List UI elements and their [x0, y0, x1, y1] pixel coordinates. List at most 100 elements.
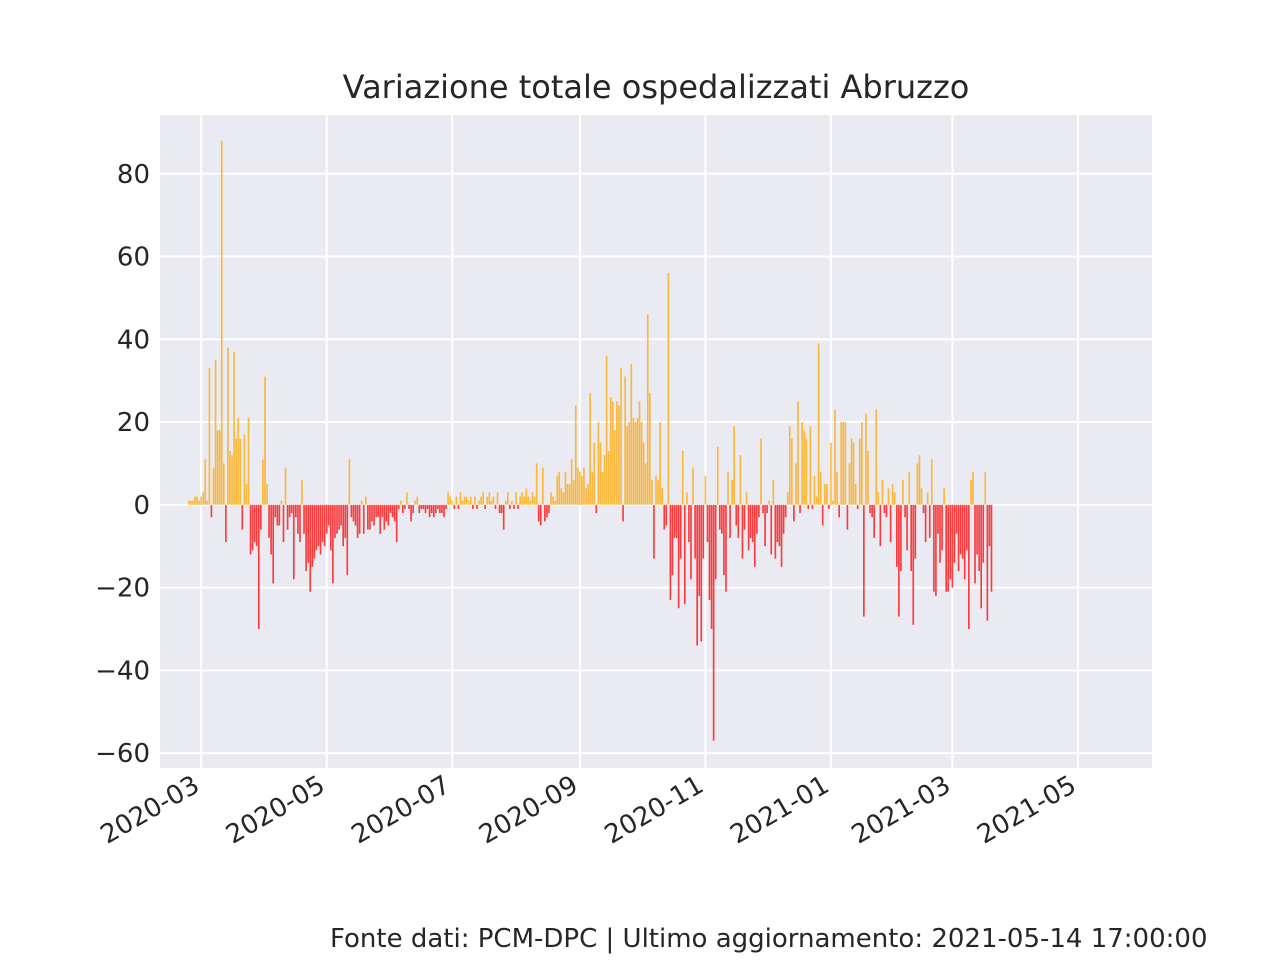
bar: [474, 496, 476, 505]
y-tick-label: 40: [117, 325, 150, 355]
bar: [385, 504, 388, 522]
bar: [262, 459, 264, 505]
bar: [700, 504, 703, 642]
bar: [410, 504, 412, 522]
bar: [620, 368, 622, 505]
bar: [463, 496, 466, 505]
bar: [988, 504, 991, 547]
bar: [286, 504, 289, 530]
bar: [920, 488, 923, 505]
bar: [535, 463, 538, 505]
bar: [354, 504, 357, 526]
bar: [844, 422, 847, 505]
bar: [828, 504, 830, 509]
bar: [439, 504, 441, 514]
bar: [406, 492, 408, 505]
bar: [373, 504, 375, 526]
bar: [469, 496, 472, 505]
bar: [325, 504, 328, 534]
bar: [838, 504, 840, 518]
bar: [387, 504, 390, 526]
bar: [702, 504, 705, 559]
bar: [202, 492, 205, 505]
bar: [764, 504, 766, 547]
bar: [220, 140, 223, 505]
bar: [961, 504, 964, 559]
bar: [891, 484, 894, 505]
bar: [803, 430, 806, 505]
bar: [677, 504, 680, 609]
bar: [710, 504, 713, 629]
bar: [939, 504, 941, 563]
bar: [922, 504, 925, 514]
bar: [558, 471, 561, 505]
bar: [315, 504, 318, 551]
y-tick-label: 0: [133, 491, 150, 521]
bar: [389, 504, 392, 514]
bar: [317, 504, 320, 547]
bar: [422, 504, 425, 509]
bar: [482, 492, 484, 505]
bar: [599, 442, 602, 505]
bar: [692, 467, 694, 505]
bar: [887, 488, 890, 505]
bar: [533, 496, 536, 505]
bar: [669, 504, 672, 600]
bars: [187, 140, 993, 741]
bar: [196, 496, 198, 505]
bar: [628, 422, 631, 505]
bar: [494, 504, 497, 509]
bar: [780, 504, 783, 567]
bar: [651, 479, 653, 505]
bar: [634, 422, 637, 505]
bar: [741, 504, 744, 559]
bar: [756, 504, 758, 534]
bar: [912, 504, 915, 625]
bar: [926, 492, 929, 505]
bar: [616, 401, 618, 505]
bar: [399, 500, 402, 505]
bar: [455, 496, 458, 505]
bar: [556, 475, 559, 505]
bar: [214, 359, 217, 505]
bar: [404, 504, 406, 509]
bar: [307, 504, 310, 563]
bar: [544, 504, 546, 522]
bar: [288, 504, 291, 518]
bar: [772, 479, 775, 505]
bar: [860, 422, 863, 505]
bar: [869, 504, 871, 514]
bar: [776, 504, 779, 543]
bar: [595, 504, 598, 514]
bar: [745, 492, 748, 505]
bar: [218, 430, 221, 505]
bar: [694, 504, 696, 559]
x-tick-label: 2021-05: [972, 770, 1081, 850]
bar: [644, 463, 647, 505]
bar: [346, 504, 349, 576]
bar: [383, 504, 386, 530]
bar: [437, 504, 439, 509]
bar: [476, 504, 478, 509]
bar: [338, 504, 340, 530]
bar: [517, 504, 519, 509]
bar: [430, 504, 433, 514]
bar: [276, 504, 279, 526]
bar: [696, 504, 698, 646]
bar: [753, 504, 756, 567]
y-tick-labels: −60 −40 −20 0 20 40 60 80: [95, 160, 150, 769]
bar: [548, 504, 550, 514]
x-tick-label: 2020-07: [347, 770, 456, 850]
bar: [424, 504, 427, 514]
bar: [877, 492, 880, 505]
bar: [898, 504, 900, 617]
bar: [210, 504, 213, 518]
bar: [194, 496, 196, 505]
x-tick-label: 2020-11: [600, 770, 709, 850]
bar: [933, 504, 935, 592]
bar: [426, 504, 429, 509]
bar: [371, 504, 373, 522]
bar: [585, 488, 587, 505]
bar: [562, 492, 565, 505]
bar: [268, 504, 270, 538]
